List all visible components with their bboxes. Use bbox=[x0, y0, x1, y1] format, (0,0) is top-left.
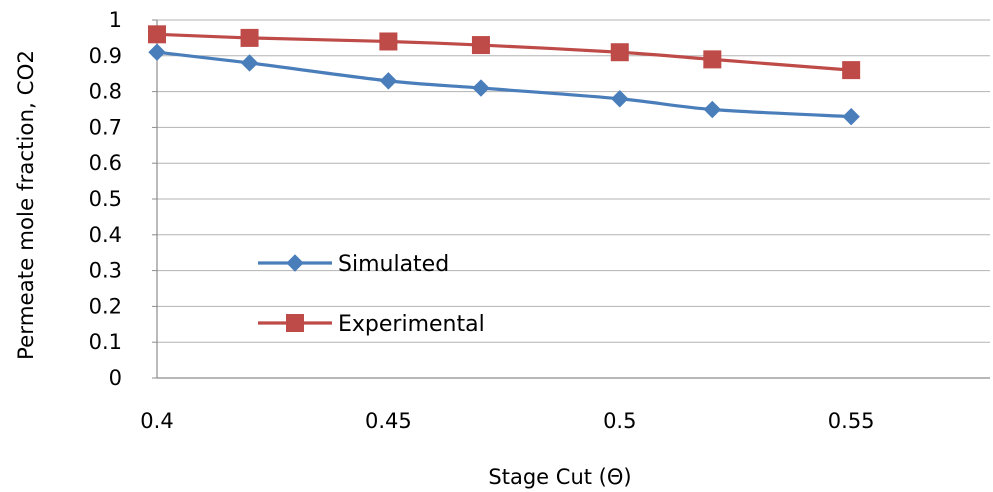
simulated-point bbox=[148, 43, 166, 61]
y-tick-label: 0 bbox=[109, 366, 122, 390]
y-tick-label: 0.7 bbox=[89, 115, 122, 139]
y-tick-label: 0.3 bbox=[89, 259, 122, 283]
experimental-point bbox=[379, 32, 398, 51]
y-tick-label: 0.5 bbox=[89, 187, 122, 211]
legend: Simulated Experimental bbox=[258, 252, 485, 337]
y-tick-label: 0.4 bbox=[89, 223, 122, 247]
simulated-point bbox=[379, 72, 398, 90]
experimental-point bbox=[610, 43, 629, 62]
axes bbox=[152, 19, 990, 379]
y-tick-label: 0.2 bbox=[89, 294, 122, 318]
y-tick-label: 0.1 bbox=[89, 330, 122, 354]
legend-label: Experimental bbox=[338, 312, 485, 337]
x-tick-label: 0.4 bbox=[140, 409, 173, 433]
simulated-point bbox=[240, 54, 259, 72]
simulated-point bbox=[611, 90, 629, 108]
x-tick-label: 0.45 bbox=[365, 409, 412, 433]
y-axis-title: Permeate mole fraction, CO2 bbox=[14, 50, 38, 360]
y-tick-label: 0.6 bbox=[89, 151, 122, 175]
x-tick-labels: 0.4 0.45 0.5 0.55 bbox=[140, 409, 874, 433]
y-tick-label: 0.8 bbox=[89, 80, 122, 104]
simulated-point bbox=[842, 107, 860, 126]
simulated-series bbox=[148, 43, 860, 126]
legend-marker bbox=[286, 314, 304, 332]
experimental-series bbox=[148, 25, 861, 80]
legend-marker bbox=[286, 254, 304, 272]
legend-label: Simulated bbox=[338, 252, 449, 277]
experimental-point bbox=[842, 61, 861, 80]
y-tick-labels: 0 0.1 0.2 0.3 0.4 0.5 0.6 0.7 0.8 0.9 1 bbox=[89, 8, 122, 390]
x-tick-label: 0.55 bbox=[828, 409, 875, 433]
simulated-point bbox=[703, 100, 722, 119]
legend-item-experimental: Experimental bbox=[258, 312, 485, 337]
simulated-point bbox=[472, 79, 490, 97]
experimental-point bbox=[703, 50, 722, 69]
y-tick-label: 0.9 bbox=[89, 44, 122, 68]
x-tick-label: 0.5 bbox=[603, 409, 636, 433]
series-layer bbox=[148, 25, 861, 126]
experimental-point bbox=[148, 25, 166, 44]
y-tick-label: 1 bbox=[109, 8, 122, 32]
legend-item-simulated: Simulated bbox=[258, 252, 449, 277]
experimental-point bbox=[471, 36, 490, 55]
experimental-point bbox=[240, 28, 259, 47]
x-axis-title: Stage Cut (Θ) bbox=[488, 465, 631, 489]
